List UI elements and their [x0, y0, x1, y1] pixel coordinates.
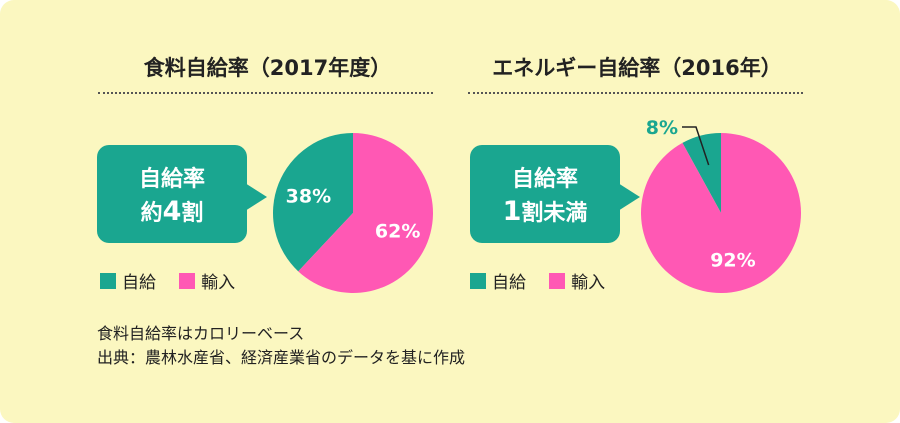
legend-food: 自給 輸入: [100, 268, 253, 293]
pie-label-self: 8%: [646, 117, 678, 139]
legend-item-import: 輸入: [549, 268, 605, 293]
pie-chart-energy: 8% 92%: [641, 117, 801, 293]
legend-swatch-import: [179, 272, 196, 289]
callout-food-pre: 約: [140, 201, 163, 226]
legend-label-import: 輸入: [571, 273, 606, 293]
pie-label-self: 38%: [286, 185, 331, 207]
callout-food-post: 割: [181, 201, 204, 226]
callout-food-line2: 約4割: [97, 198, 247, 228]
callout-food-line1: 自給率: [138, 167, 205, 192]
pie-leader-line: [682, 126, 710, 166]
callout-energy-num: 1: [502, 196, 522, 227]
legend-swatch-self: [100, 272, 116, 289]
callout-energy-tail: [618, 183, 640, 211]
callout-energy-line2: 1割未満: [470, 198, 620, 228]
pie-slice-self: [273, 133, 353, 272]
legend-item-self: 自給: [100, 268, 156, 293]
title-divider-food: [98, 92, 433, 94]
chart-title-energy: エネルギー自給率（2016年）: [492, 56, 782, 80]
legend-label-self: 自給: [492, 273, 526, 293]
footnote-source: 出典：農林水産省、経済産業省のデータを基に作成: [97, 348, 466, 367]
callout-food-num: 4: [162, 196, 182, 227]
pie-slice-import: [641, 133, 801, 293]
legend-swatch-self: [470, 272, 486, 289]
legend-label-self: 自給: [122, 273, 156, 293]
legend-item-import: 輸入: [179, 268, 235, 293]
footnotes: 食料自給率はカロリーベース 出典：農林水産省、経済産業省のデータを基に作成: [97, 322, 465, 370]
legend-swatch-import: [549, 272, 566, 289]
pie-label-import: 62%: [375, 221, 420, 243]
pie-label-import: 92%: [710, 249, 755, 271]
callout-energy: 自給率 1割未満: [470, 145, 620, 243]
footnote-basis: 食料自給率はカロリーベース: [97, 324, 305, 343]
legend-label-import: 輸入: [201, 273, 236, 293]
callout-energy-line1: 自給率: [511, 167, 578, 192]
pie-chart-food: 38% 62%: [273, 133, 433, 293]
title-divider-energy: [468, 92, 803, 94]
legend-item-self: 自給: [470, 268, 526, 293]
callout-food-tail: [245, 183, 267, 211]
pie-slice-self: [682, 133, 721, 213]
pie-slice-import: [298, 133, 433, 293]
callout-food: 自給率 約4割: [97, 145, 247, 243]
legend-energy: 自給 輸入: [470, 268, 623, 293]
chart-title-food: 食料自給率（2017年度）: [143, 56, 392, 80]
callout-energy-post: 割未満: [521, 201, 588, 226]
